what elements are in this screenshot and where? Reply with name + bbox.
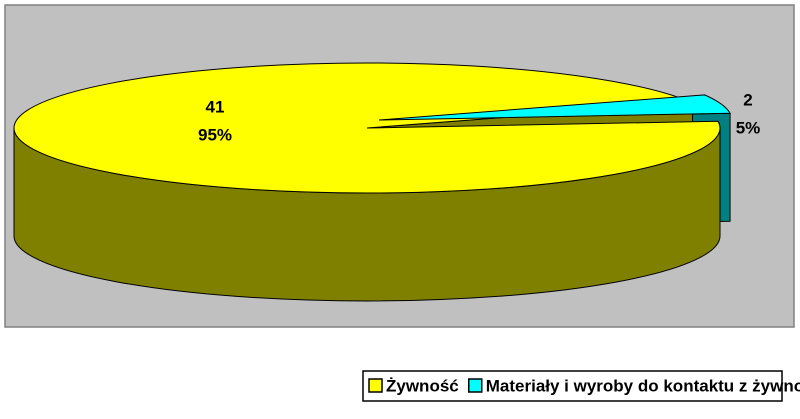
data-label-percent: 95% — [198, 125, 232, 144]
slice — [13, 62, 721, 194]
data-label: 2 — [743, 90, 752, 109]
legend-label: Materiały i wyroby do kontaktu z żywnośc… — [486, 376, 800, 395]
legend-swatch — [368, 378, 383, 393]
legend — [362, 370, 783, 402]
pie — [13, 62, 731, 302]
slice — [378, 94, 731, 121]
data-label-percent: 5% — [736, 118, 761, 137]
legend-swatch — [468, 378, 483, 393]
data-label: 41 — [206, 97, 225, 116]
legend-label: Żywność — [386, 376, 459, 395]
